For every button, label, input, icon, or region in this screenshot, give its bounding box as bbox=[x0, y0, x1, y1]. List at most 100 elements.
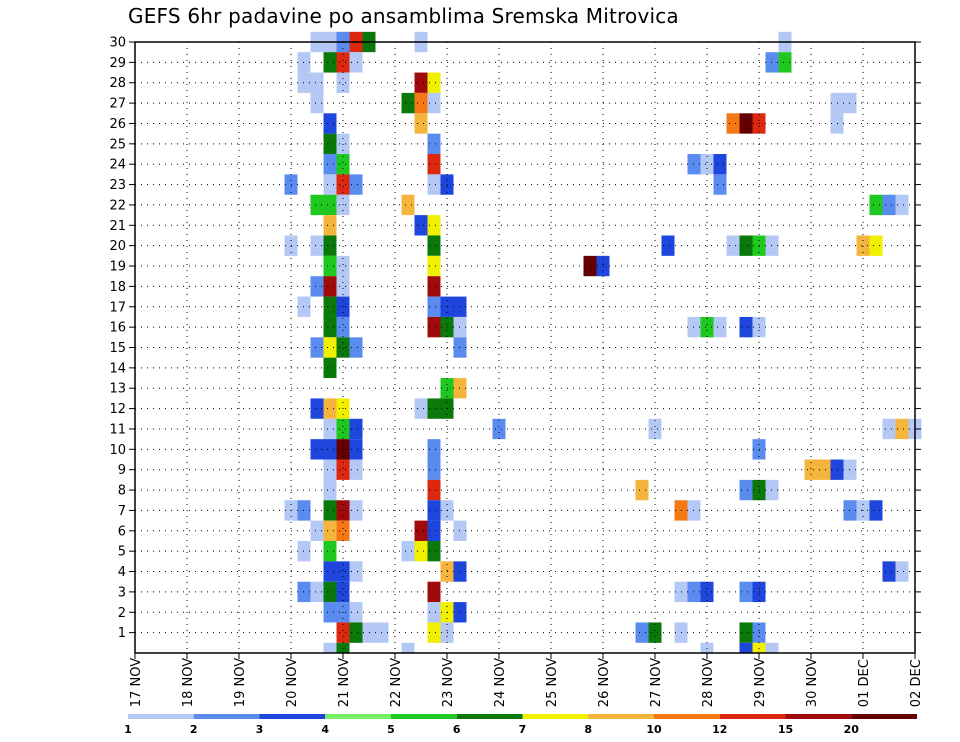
heatmap-cell bbox=[349, 459, 363, 480]
y-tick-label: 15 bbox=[109, 341, 126, 356]
legend-label: 15 bbox=[778, 723, 793, 736]
heatmap-cell bbox=[336, 642, 350, 653]
heatmap-cell bbox=[323, 479, 337, 501]
x-tick-label: 30 NOV bbox=[805, 658, 820, 707]
heatmap-cell bbox=[336, 276, 350, 297]
heatmap-cell bbox=[869, 235, 883, 256]
heatmap-cell bbox=[427, 133, 441, 155]
heatmap-cell bbox=[349, 622, 363, 643]
y-tick-label: 10 bbox=[109, 443, 126, 458]
heatmap-cell bbox=[778, 52, 792, 73]
heatmap-cell bbox=[427, 459, 441, 480]
heatmap-cell bbox=[427, 602, 441, 623]
heatmap-cell bbox=[323, 113, 337, 134]
heatmap-cell bbox=[739, 622, 753, 643]
heatmap-cell bbox=[323, 540, 337, 562]
y-tick-label: 23 bbox=[109, 178, 126, 193]
heatmap-cell bbox=[427, 520, 441, 541]
y-tick-label: 3 bbox=[118, 585, 126, 600]
heatmap-cell bbox=[739, 316, 753, 338]
heatmap-cell bbox=[323, 276, 337, 297]
x-tick-label: 25 NOV bbox=[545, 658, 560, 707]
heatmap-cell bbox=[895, 194, 909, 216]
heatmap-cell bbox=[765, 642, 779, 653]
heatmap-cell bbox=[414, 215, 428, 236]
heatmap-cell bbox=[349, 602, 363, 623]
heatmap-cell bbox=[336, 622, 350, 643]
heatmap-cell bbox=[323, 296, 337, 317]
heatmap-cell bbox=[336, 154, 350, 175]
heatmap-cell bbox=[427, 276, 441, 297]
chart-title: GEFS 6hr padavine po ansamblima Sremska … bbox=[128, 4, 679, 28]
legend-label: 20 bbox=[844, 723, 860, 736]
heatmap-cell bbox=[661, 235, 675, 256]
heatmap-cell bbox=[323, 52, 337, 73]
y-tick-label: 13 bbox=[109, 382, 126, 397]
y-tick-label: 14 bbox=[109, 361, 126, 376]
heatmap-cell bbox=[648, 418, 662, 440]
heatmap-cell bbox=[700, 581, 714, 603]
heatmap-cell bbox=[401, 540, 415, 562]
heatmap-cell bbox=[752, 642, 766, 653]
heatmap-cell bbox=[349, 174, 363, 195]
heatmap-cell bbox=[336, 337, 350, 358]
y-tick-label: 20 bbox=[109, 239, 126, 254]
legend-label: 12 bbox=[712, 723, 727, 736]
heatmap-cell bbox=[427, 540, 441, 562]
heatmap-cell bbox=[323, 215, 337, 236]
legend-label: 2 bbox=[190, 723, 198, 736]
heatmap-cell bbox=[336, 133, 350, 155]
heatmap-cell bbox=[427, 255, 441, 277]
heatmap-cell bbox=[427, 439, 441, 460]
legend-swatch bbox=[193, 714, 260, 719]
heatmap-cell bbox=[427, 398, 441, 419]
legend-swatch bbox=[259, 714, 326, 719]
heatmap-cell bbox=[739, 642, 753, 653]
heatmap-cell bbox=[427, 235, 441, 256]
x-tick-label: 29 NOV bbox=[753, 658, 768, 707]
heatmap-cell bbox=[349, 418, 363, 440]
heatmap-cell bbox=[323, 174, 337, 195]
legend-label: 7 bbox=[519, 723, 527, 736]
heatmap-cell bbox=[310, 72, 324, 93]
heatmap-cell bbox=[310, 337, 324, 358]
heatmap-cell bbox=[336, 520, 350, 541]
heatmap-cell bbox=[310, 398, 324, 419]
x-tick-label: 26 NOV bbox=[597, 658, 612, 707]
heatmap-cell bbox=[349, 439, 363, 460]
heatmap-cell bbox=[401, 92, 415, 114]
heatmap-cell bbox=[635, 622, 649, 643]
heatmap-cell bbox=[323, 133, 337, 155]
heatmap-cell bbox=[336, 174, 350, 195]
legend-label: 5 bbox=[387, 723, 395, 736]
heatmap-cell bbox=[414, 398, 428, 419]
legend-swatch bbox=[391, 714, 457, 719]
legend-label: 4 bbox=[321, 723, 329, 736]
x-tick-label: 23 NOV bbox=[441, 658, 456, 707]
y-tick-label: 30 bbox=[109, 36, 126, 51]
heatmap-cell bbox=[713, 316, 727, 338]
y-tick-label: 25 bbox=[109, 137, 126, 152]
y-tick-label: 12 bbox=[109, 402, 126, 417]
y-tick-label: 9 bbox=[118, 463, 126, 478]
heatmap-cell bbox=[310, 194, 324, 216]
heatmap-cell bbox=[336, 52, 350, 73]
heatmap-cell bbox=[323, 520, 337, 541]
heatmap-cell bbox=[323, 316, 337, 338]
heatmap-cell bbox=[323, 235, 337, 256]
y-tick-label: 2 bbox=[118, 606, 126, 621]
x-tick-label: 22 NOV bbox=[389, 658, 404, 707]
heatmap-cell bbox=[427, 154, 441, 175]
legend-label: 6 bbox=[453, 723, 461, 736]
heatmap-cell bbox=[739, 235, 753, 256]
heatmap-cell bbox=[323, 602, 337, 623]
heatmap-cell bbox=[310, 235, 324, 256]
legend-swatch bbox=[325, 714, 391, 719]
heatmap-cell bbox=[323, 500, 337, 521]
heatmap-cell bbox=[869, 500, 883, 521]
heatmap-cell bbox=[414, 72, 428, 93]
heatmap-cell bbox=[401, 194, 415, 216]
heatmap-cell bbox=[427, 296, 441, 317]
x-tick-label: 19 NOV bbox=[233, 658, 248, 707]
legend-swatch bbox=[851, 714, 917, 719]
